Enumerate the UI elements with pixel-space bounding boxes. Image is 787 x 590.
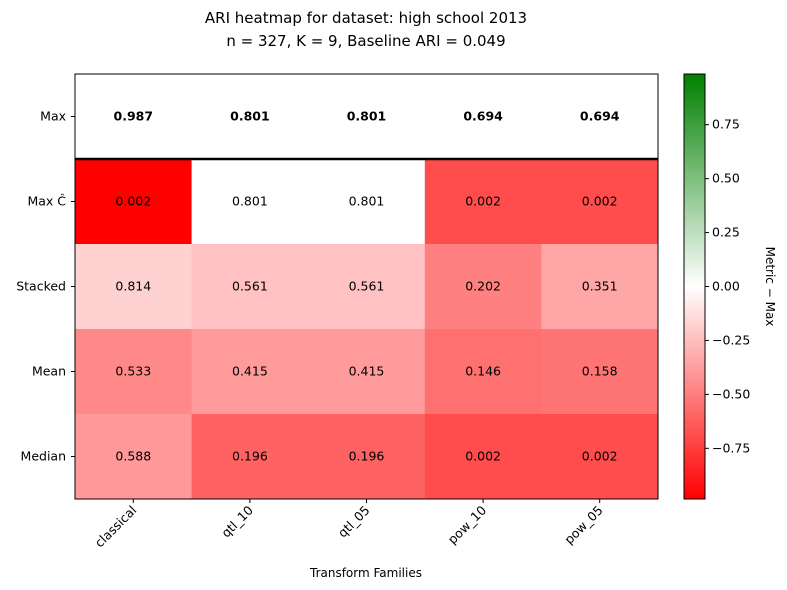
heatmap-cell [541,159,659,245]
heatmap-cell [424,74,542,160]
heatmap-cell [541,329,659,415]
cell-value-label: 0.146 [465,364,501,379]
x-tick-label: qtl_05 [335,503,373,541]
cell-value-label: 0.002 [465,449,501,464]
chart-title-line-1: ARI heatmap for dataset: high school 201… [205,9,527,27]
cell-value-label: 0.002 [465,194,501,209]
heatmap-cell [424,244,542,330]
heatmap-cell [75,74,193,160]
heatmap-cell [308,74,426,160]
cell-value-label: 0.202 [465,279,501,294]
x-tick-label: pow_10 [445,502,490,547]
cell-value-label: 0.801 [349,194,385,209]
x-axis: classical qtl_10 qtl_05 pow_10 pow_05 [92,499,606,550]
colorbar [683,73,706,500]
cell-value-label: 0.588 [115,449,151,464]
cell-value-label: 0.196 [232,449,268,464]
cell-value-label: 0.987 [114,109,154,124]
heatmap-cell-labels: 0.987 0.801 0.801 0.694 0.694 0.002 0.801 0.801… [114,109,620,464]
colorbar-tick-label: 0.25 [712,225,740,240]
x-tick-label: qtl_10 [218,502,256,540]
heatmap-cells [75,74,659,500]
heatmap-cell [75,414,193,500]
cell-value-label: 0.415 [232,364,268,379]
y-tick-label: Mean [32,364,66,379]
x-tick-label: pow_05 [561,503,606,548]
cell-value-label: 0.351 [582,279,618,294]
cell-value-label: 0.801 [347,109,387,124]
y-tick-label: Max [40,109,66,124]
cell-value-label: 0.694 [580,109,620,124]
heatmap-cell [191,329,309,415]
x-axis-label: Transform Families [309,566,422,580]
cell-value-label: 0.694 [463,109,503,124]
colorbar-ticks: 0.75 0.50 0.25 0.00 −0.25 −0.50 −0.75 [705,117,750,455]
colorbar-tick-label: −0.75 [712,440,750,455]
y-axis: Max Max Ĉ Stacked Mean Median [16,109,75,464]
heatmap-cell [308,414,426,500]
cell-value-label: 0.814 [115,279,151,294]
heatmap-cell [541,414,659,500]
chart-title-line-2: n = 327, K = 9, Baseline ARI = 0.049 [226,32,505,50]
heatmap-cell [75,159,193,245]
heatmap-cell [75,329,193,415]
cell-value-label: 0.561 [232,279,268,294]
y-tick-label: Median [21,449,66,464]
heatmap-cell [424,414,542,500]
heatmap-cell [541,74,659,160]
cell-value-label: 0.533 [115,364,151,379]
y-tick-label: Max Ĉ [27,194,66,209]
cell-value-label: 0.158 [582,364,618,379]
colorbar-tick-label: 0.00 [712,279,740,294]
x-tick-label: classical [92,503,140,551]
colorbar-tick-label: −0.25 [712,332,750,347]
y-tick-label: Stacked [16,279,66,294]
heatmap-cell [541,244,659,330]
heatmap-cell [424,159,542,245]
cell-value-label: 0.801 [230,109,270,124]
heatmap-cell [308,159,426,245]
heatmap-cell [191,74,309,160]
heatmap-cell [75,244,193,330]
heatmap-cell [191,244,309,330]
heatmap-cell [191,159,309,245]
heatmap-cell [191,414,309,500]
heatmap-cell [308,329,426,415]
cell-value-label: 0.561 [349,279,385,294]
cell-value-label: 0.801 [232,194,268,209]
cell-value-label: 0.415 [349,364,385,379]
colorbar-tick-label: 0.75 [712,117,740,132]
cell-value-label: 0.002 [115,194,151,209]
heatmap-cell [424,329,542,415]
cell-value-label: 0.196 [349,449,385,464]
colorbar-label: Metric − Max [763,247,777,327]
heatmap-cell [308,244,426,330]
cell-value-label: 0.002 [582,449,618,464]
cell-value-label: 0.002 [582,194,618,209]
colorbar-tick-label: 0.50 [712,171,740,186]
colorbar-tick-label: −0.50 [712,386,750,401]
